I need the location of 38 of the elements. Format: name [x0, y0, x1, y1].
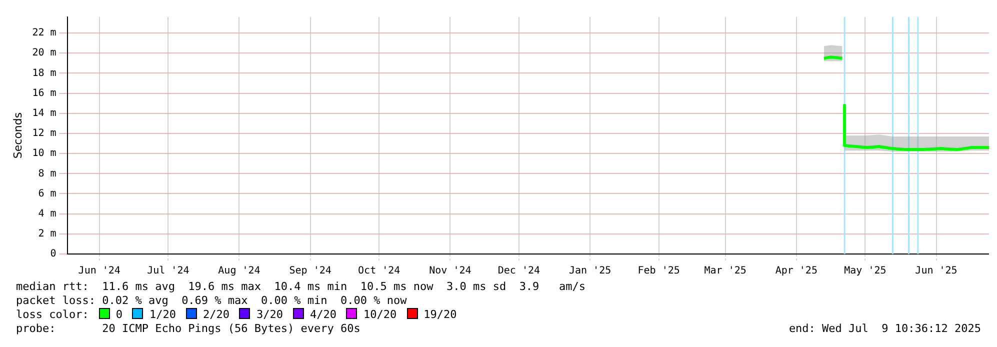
legend-label: 0 — [116, 308, 122, 321]
x-tick-label: Jul '24 — [147, 266, 190, 277]
legend-label: 10/20 — [363, 308, 397, 321]
legend-label: 19/20 — [424, 308, 457, 321]
y-tick-label: 10 m — [32, 148, 56, 160]
y-axis-title: Seconds — [11, 112, 24, 159]
text: packet loss: 0.02 % avg 0.69 % max 0.00 % min 0.00 % now — [16, 294, 407, 307]
x-tick-label: Jun '25 — [915, 266, 958, 277]
x-tick-label: Sep '24 — [289, 266, 332, 277]
text: median rtt: 11.6 ms avg 19.6 ms max 10.4 ms min 10.5 ms now 3.0 ms sd 3.9 am/s — [16, 280, 586, 293]
text: probe: 20 ICMP Echo Pings (56 Bytes) every 60s — [16, 322, 360, 335]
legend-label: 3/20 — [256, 308, 283, 321]
x-tick-label: Mar '25 — [704, 266, 746, 277]
legend-label: 4/20 — [310, 308, 336, 321]
legend-label: 1/20 — [149, 308, 176, 321]
y-tick-label: 2 m — [38, 228, 56, 240]
x-tick-label: Jun '24 — [78, 266, 120, 277]
y-tick-label: 0 — [50, 248, 56, 260]
y-tick-label: 20 m — [32, 48, 56, 59]
legend-title: loss color: — [16, 308, 89, 321]
y-tick-label: 12 m — [32, 128, 56, 140]
x-tick-label: Dec '24 — [498, 266, 540, 277]
y-tick-label: 4 m — [38, 208, 56, 220]
x-tick-label: Nov '24 — [429, 266, 472, 277]
x-tick-label: Jan '25 — [568, 266, 612, 277]
legend-label: 2/20 — [202, 308, 230, 321]
x-tick-label: Apr '25 — [775, 266, 818, 277]
x-tick-label: Oct '24 — [358, 266, 400, 277]
x-tick-label: Feb '25 — [638, 266, 680, 277]
y-tick-label: 14 m — [32, 108, 56, 119]
y-tick-label: 6 m — [38, 188, 56, 200]
x-tick-label: May '25 — [844, 266, 886, 277]
y-tick-label: 16 m — [32, 88, 56, 99]
y-tick-label: 18 m — [32, 68, 56, 79]
x-tick-label: Aug '24 — [218, 266, 260, 277]
text: end: Wed Jul 9 10:36:12 2025 — [788, 322, 981, 336]
y-tick-label: 22 m — [32, 28, 56, 39]
y-tick-label: 8 m — [38, 168, 56, 180]
